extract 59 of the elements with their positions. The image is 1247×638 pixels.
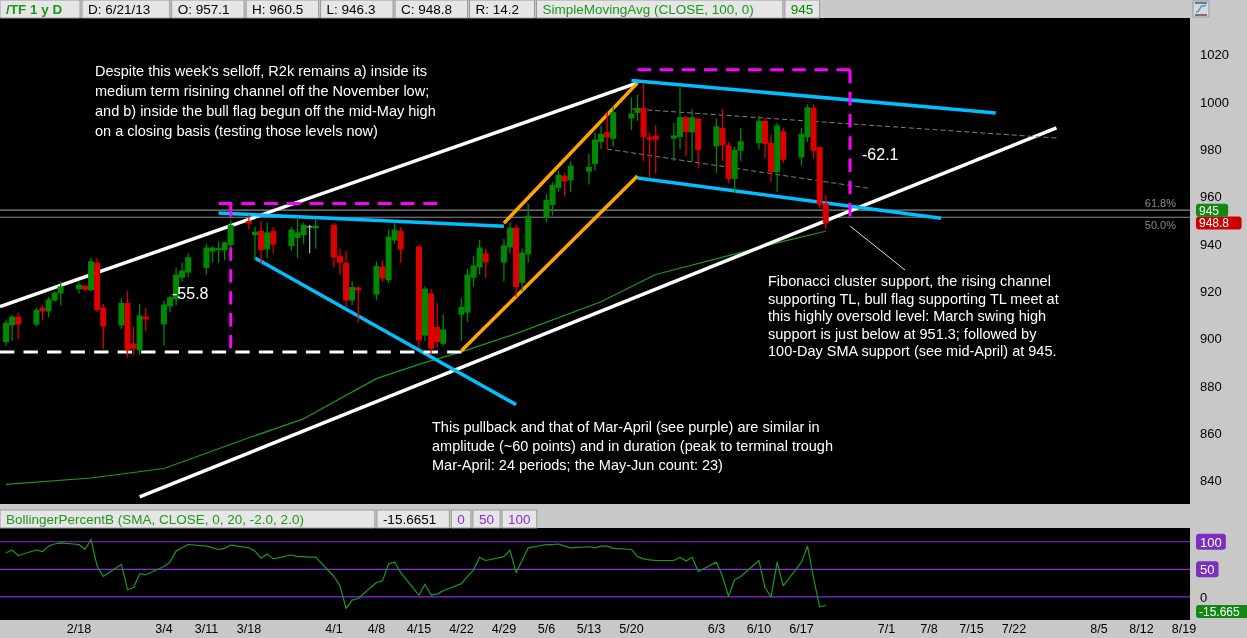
- y-tick-label: 100: [1200, 534, 1222, 550]
- y-tick-label: 940: [1200, 236, 1222, 252]
- y-tick-label: 50: [1200, 562, 1215, 578]
- x-tick-label: 4/1: [325, 622, 343, 636]
- annotation: This pullback and that of Mar-April (see purple) are similar in amplitude (~60 points) and in duration (peak to terminal trough Mar-April: 24 periods; the May-Jun count: 23): [432, 419, 834, 473]
- x-tick-label: 3/18: [236, 622, 262, 636]
- y-tick-label: 900: [1200, 331, 1222, 347]
- y-tick-label: 920: [1200, 284, 1222, 300]
- x-tick-label: 3/11: [194, 622, 219, 636]
- x-tick-label: 7/15: [959, 622, 984, 636]
- series-label: BollingerPercentB (SMA, CLOSE, 0, 20, -2.0, 2.0): [6, 512, 304, 527]
- ref-line-label: 100: [508, 512, 531, 527]
- x-tick-label: 6/10: [746, 622, 772, 636]
- x-tick-label: 7/22: [1001, 622, 1027, 636]
- x-tick-label: 2/18: [66, 622, 92, 636]
- y-tick-label: 960: [1200, 189, 1222, 205]
- x-tick-label: 4/29: [491, 622, 517, 636]
- ref-line-label: 50: [478, 512, 494, 527]
- annotation: Despite this week's selloff, R2k remains a) inside its medium term risining channel off the November low; and b) inside the bull flag begun off the mid-May high on a closing basis (testing those levels now): [95, 63, 436, 139]
- x-tick-label: 3/4: [155, 622, 173, 636]
- x-tick-label: 7/1: [877, 622, 896, 636]
- annotation: 50.0%: [1144, 219, 1177, 232]
- x-tick-label: 8/12: [1129, 622, 1154, 636]
- y-tick-label: 860: [1200, 426, 1222, 442]
- text: 945: [790, 2, 814, 17]
- text: C: 948.8: [401, 2, 453, 17]
- y-tick-label: 840: [1200, 473, 1222, 489]
- annotation: 61.8%: [1144, 197, 1177, 210]
- text: L: 946.3: [326, 2, 376, 17]
- y-tick-label: 1000: [1200, 94, 1229, 110]
- x-tick-label: 5/6: [537, 622, 556, 636]
- text: R: 14.2: [475, 2, 520, 17]
- text: D: 6/21/13: [88, 2, 151, 17]
- annotation: -55.8: [172, 285, 209, 302]
- y-tick-label: 1020: [1200, 47, 1229, 63]
- annotation: Fibonacci cluster support, the rising channel supporting TL, bull flag supporting TL meet at this highly oversold level: March swing high support is just below at 951.3; followed by 100-Day SMA support (see mid-April) at 945.: [768, 273, 1059, 359]
- text: H: 960.5: [252, 2, 304, 17]
- text: -15.665: [1199, 604, 1241, 619]
- x-tick-label: 4/22: [449, 622, 474, 636]
- y-tick-label: 0: [1200, 589, 1208, 605]
- text: 948.8: [1199, 216, 1230, 231]
- x-tick-label: 6/17: [789, 622, 814, 636]
- x-tick-label: 8/5: [1090, 622, 1108, 636]
- text: O: 957.1: [177, 2, 230, 17]
- x-tick-label: 5/13: [576, 622, 602, 636]
- x-tick-label: 6/3: [707, 622, 726, 636]
- y-tick-label: 880: [1200, 378, 1222, 394]
- annotation: -62.1: [862, 146, 899, 163]
- x-tick-label: 8/19: [1171, 622, 1197, 636]
- ref-line-label: 0: [457, 512, 465, 527]
- text: 945: [1199, 203, 1220, 218]
- x-tick-label: 7/8: [920, 622, 938, 636]
- chart-title: /TF 1 y D: [6, 2, 63, 17]
- x-tick-label: 4/15: [406, 622, 432, 636]
- y-tick-label: 980: [1200, 142, 1222, 158]
- text: -15.6651: [382, 512, 437, 527]
- text: SimpleMovingAvg (CLOSE, 100, 0): [542, 2, 754, 17]
- x-tick-label: 4/8: [367, 622, 386, 636]
- x-tick-label: 5/20: [619, 622, 644, 636]
